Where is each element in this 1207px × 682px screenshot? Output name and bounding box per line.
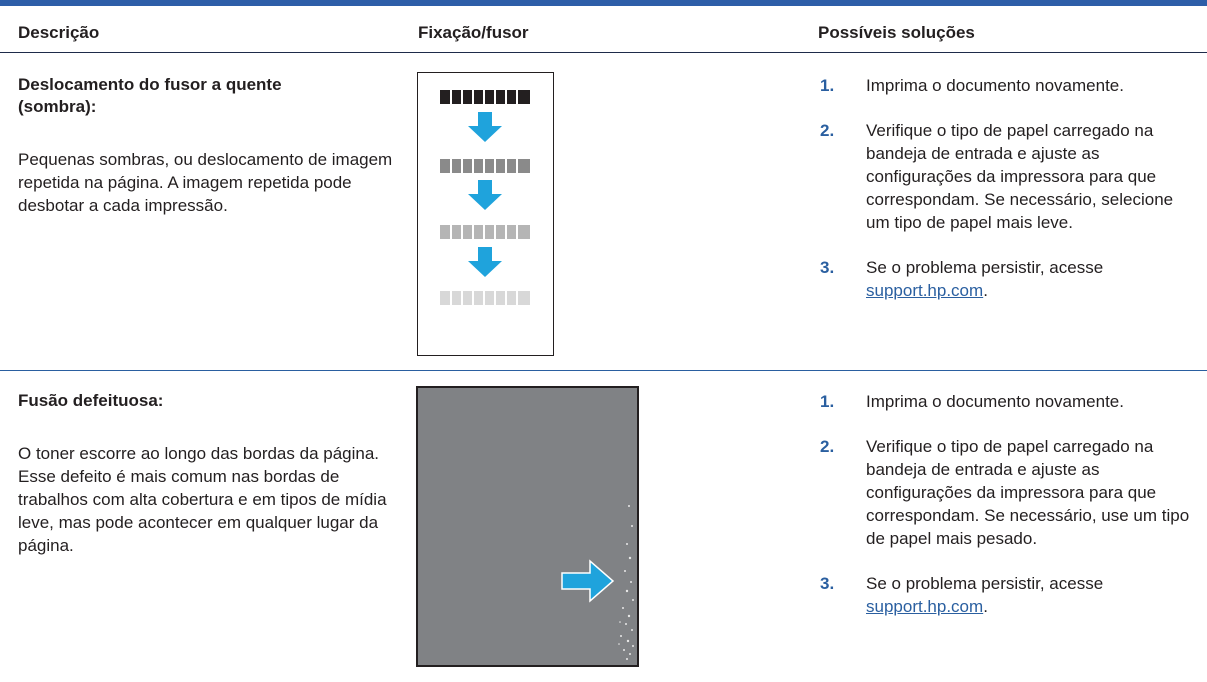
arrows <box>468 112 502 277</box>
solution-step: 3. Se o problema persistir, acesse support… <box>820 256 1200 302</box>
step-number: 3. <box>820 258 835 277</box>
step-text: Se o problema persistir, acesse support.h… <box>866 256 1200 302</box>
description-cell: Fusão defeituosa: O toner escorre ao long… <box>18 390 393 557</box>
step-text: Verifique o tipo de papel carregado na b… <box>866 119 1200 234</box>
ghosting-image <box>417 72 554 356</box>
step-text: Verifique o tipo de papel carregado na b… <box>866 121 1174 232</box>
solution-step: 1. Imprima o documento novamente. <box>820 74 1200 97</box>
step-text: Imprima o documento novamente. <box>866 392 1124 411</box>
step-text: Se o problema persistir, acesse support.h… <box>866 572 1200 618</box>
solution-step: 3. Se o problema persistir, acesse support… <box>820 572 1200 618</box>
step-text: Imprima o documento novamente. <box>866 76 1124 95</box>
step-text: Imprima o documento novamente. <box>866 390 1200 413</box>
description-cell: Deslocamento do fusor a quente (sombra):… <box>18 74 393 217</box>
step-number: 2. <box>820 437 835 456</box>
issue-description: O toner escorre ao longo das bordas da p… <box>18 444 387 555</box>
step-suffix: . <box>983 597 988 616</box>
row-rule <box>0 370 1207 371</box>
step-suffix: . <box>983 281 988 300</box>
issue-title: Deslocamento do fusor a quente (sombra): <box>18 75 282 116</box>
step-number: 3. <box>820 574 835 593</box>
top-bar <box>0 0 1207 6</box>
step-text: Verifique o tipo de papel carregado na b… <box>866 435 1200 550</box>
solution-step: 1. Imprima o documento novamente. <box>820 390 1200 413</box>
step-number: 1. <box>820 76 835 95</box>
issue-description: Pequenas sombras, ou deslocamento de ima… <box>18 150 393 215</box>
issue-title: Fusão defeituosa: <box>18 391 164 410</box>
toner-specks <box>618 505 634 660</box>
solution-step: 2. Verifique o tipo de papel carregado na… <box>820 119 1200 234</box>
support-link[interactable]: support.hp.com <box>866 597 984 616</box>
column-header: Fixação/fusor <box>418 23 529 42</box>
faulty-fusing-image <box>416 386 639 667</box>
solutions-cell: 1. Imprima o documento novamente. 2. Verifi… <box>820 74 1200 324</box>
step-text: Verifique o tipo de papel carregado na b… <box>866 437 1190 548</box>
step-text: Se o problema persistir, acesse <box>866 258 1104 277</box>
support-link[interactable]: support.hp.com <box>866 281 984 300</box>
step-number: 1. <box>820 392 835 411</box>
step-text: Imprima o documento novamente. <box>866 74 1200 97</box>
step-number: 2. <box>820 121 835 140</box>
solutions-cell: 1. Imprima o documento novamente. 2. Verifi… <box>820 390 1200 640</box>
header-rule <box>0 52 1207 53</box>
column-header: Possíveis soluções <box>818 23 975 42</box>
column-header: Descrição <box>18 23 100 42</box>
step-text: Se o problema persistir, acesse <box>866 574 1104 593</box>
solution-step: 2. Verifique o tipo de papel carregado na… <box>820 435 1200 550</box>
